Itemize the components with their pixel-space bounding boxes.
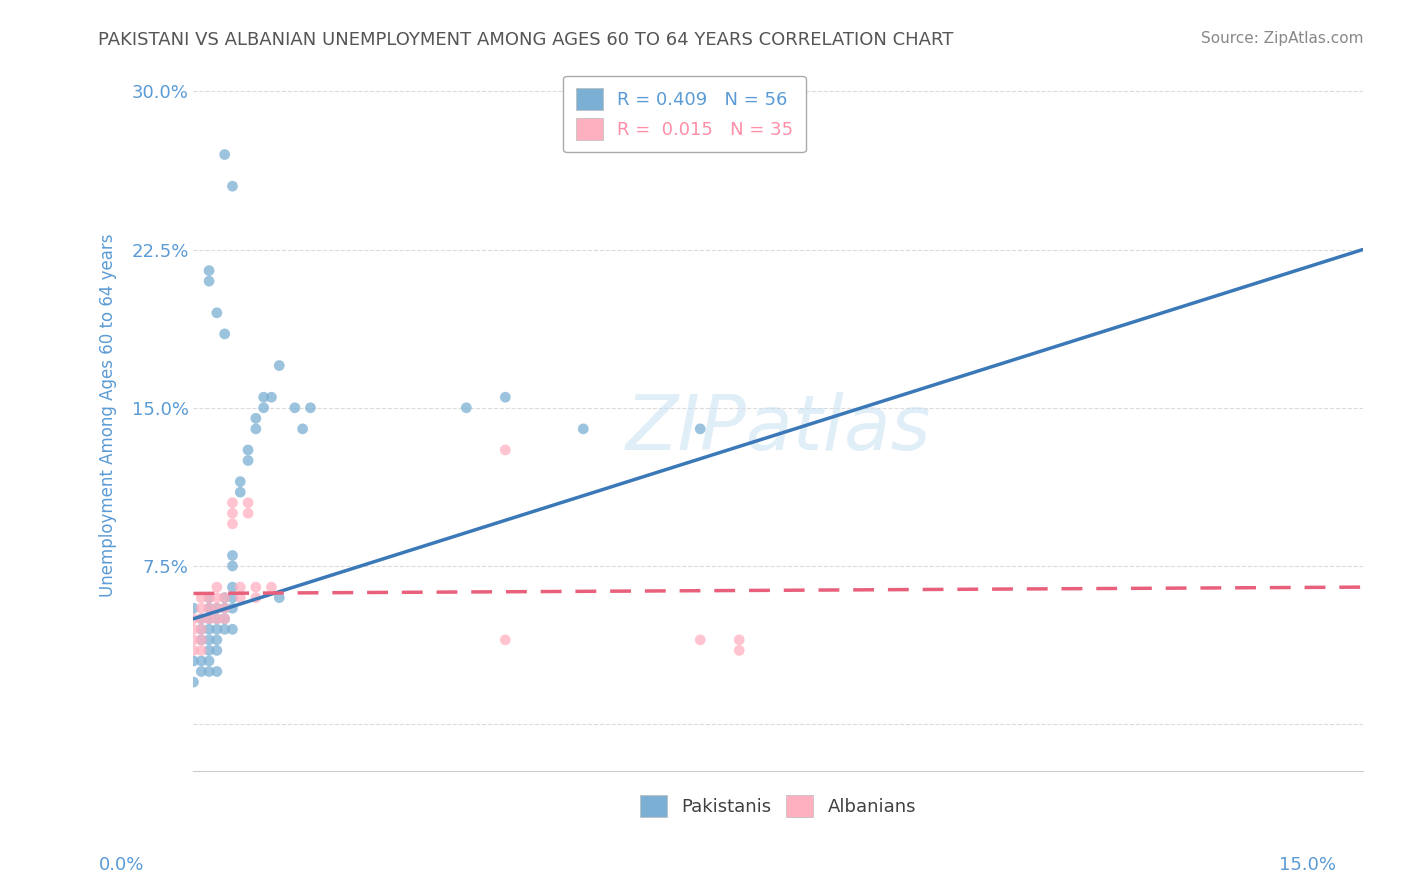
Point [214,601,236,615]
Point [205,612,228,626]
Point [183,601,205,615]
Point [269,359,291,373]
Point [190,632,212,647]
Point [284,401,307,415]
Legend: Pakistanis, Albanians: Pakistanis, Albanians [631,786,925,826]
Point [269,591,291,605]
Point [221,496,243,510]
Point [214,326,236,341]
Y-axis label: Unemployment Among Ages 60 to 64 years: Unemployment Among Ages 60 to 64 years [100,234,117,597]
Point [205,643,228,657]
Point [245,591,267,605]
Point [198,632,221,647]
Point [190,654,212,668]
Point [245,411,267,425]
Point [253,390,276,404]
Point [198,601,221,615]
Point [190,643,212,657]
Point [221,601,243,615]
Point [229,475,252,489]
Point [214,623,236,637]
Point [198,601,221,615]
Point [198,623,221,637]
Point [205,665,228,679]
Point [183,612,205,626]
Point [205,601,228,615]
Point [221,549,243,563]
Text: 15.0%: 15.0% [1278,856,1336,874]
Point [183,623,205,637]
Point [221,506,243,520]
Point [205,612,228,626]
Point [253,401,276,415]
Text: Source: ZipAtlas.com: Source: ZipAtlas.com [1201,31,1364,46]
Point [198,665,221,679]
Point [205,623,228,637]
Point [190,612,212,626]
Point [291,422,314,436]
Point [236,453,259,467]
Point [190,601,212,615]
Point [198,591,221,605]
Point [236,442,259,457]
Point [221,179,243,194]
Point [229,580,252,594]
Point [183,675,205,690]
Point [198,591,221,605]
Point [190,623,212,637]
Point [205,632,228,647]
Point [221,580,243,594]
Point [205,601,228,615]
Point [190,612,212,626]
Point [214,612,236,626]
Point [245,580,267,594]
Point [229,485,252,500]
Point [494,632,516,647]
Point [728,643,751,657]
Point [198,612,221,626]
Point [183,654,205,668]
Point [183,643,205,657]
Point [190,591,212,605]
Point [456,401,478,415]
Point [689,632,711,647]
Point [190,632,212,647]
Point [572,422,595,436]
Text: ZIPatlas: ZIPatlas [626,392,931,467]
Point [198,612,221,626]
Point [299,401,322,415]
Point [494,390,516,404]
Point [214,591,236,605]
Point [183,632,205,647]
Text: 0.0%: 0.0% [98,856,143,874]
Point [198,654,221,668]
Point [689,422,711,436]
Point [214,601,236,615]
Point [260,390,283,404]
Point [214,612,236,626]
Point [198,263,221,277]
Point [236,496,259,510]
Point [190,665,212,679]
Point [728,632,751,647]
Point [205,591,228,605]
Point [198,643,221,657]
Point [214,591,236,605]
Point [214,147,236,161]
Point [205,580,228,594]
Point [229,591,252,605]
Point [221,559,243,574]
Point [236,506,259,520]
Point [245,422,267,436]
Point [221,516,243,531]
Point [205,306,228,320]
Point [221,591,243,605]
Point [190,623,212,637]
Point [221,623,243,637]
Text: PAKISTANI VS ALBANIAN UNEMPLOYMENT AMONG AGES 60 TO 64 YEARS CORRELATION CHART: PAKISTANI VS ALBANIAN UNEMPLOYMENT AMONG… [98,31,953,49]
Point [494,442,516,457]
Point [260,580,283,594]
Point [198,274,221,288]
